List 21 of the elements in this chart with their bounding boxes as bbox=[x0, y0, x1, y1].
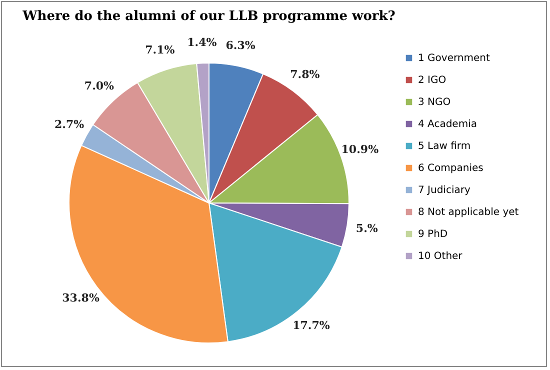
legend-label: 9 PhD bbox=[418, 229, 448, 240]
data-label: 10.9% bbox=[341, 142, 380, 156]
data-label: 7.0% bbox=[84, 80, 115, 93]
data-label: 1.4% bbox=[187, 36, 218, 50]
legend-label: 3 NGO bbox=[418, 97, 451, 108]
legend-label: 6 Companies bbox=[418, 163, 484, 174]
data-label: 33.8% bbox=[62, 292, 100, 305]
data-label: 2.7% bbox=[54, 118, 85, 132]
legend-label: 7 Judiciary bbox=[418, 185, 470, 196]
data-label: 17.7% bbox=[292, 319, 330, 332]
legend-label: 1 Government bbox=[418, 53, 490, 64]
legend-label: 5 Law firm bbox=[418, 141, 471, 152]
chart-title: Where do the alumni of our LLB programme work? bbox=[22, 9, 396, 24]
data-label: 6.3% bbox=[226, 39, 256, 52]
legend-label: 10 Other bbox=[418, 251, 464, 262]
data-label: 7.1% bbox=[145, 44, 176, 57]
legend-label: 2 IGO bbox=[418, 75, 446, 86]
data-label: 7.8% bbox=[290, 68, 320, 81]
legend-label: 8 Not applicable yet bbox=[418, 207, 519, 218]
data-label: 5.% bbox=[356, 222, 378, 235]
legend-label: 4 Academia bbox=[418, 119, 477, 130]
